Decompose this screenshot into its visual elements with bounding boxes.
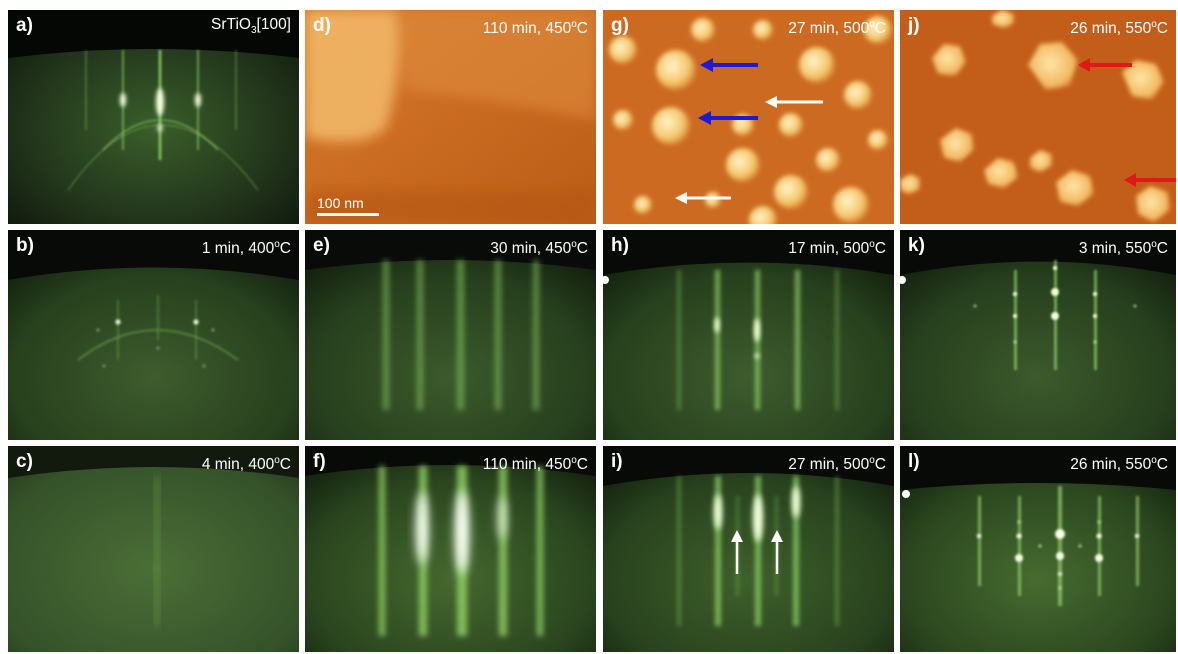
panel-b: b) 1 min, 400oC [8,230,299,440]
condition-label: 3 min, 550oC [1078,239,1168,257]
panel-f: f) 110 min, 450oC [305,446,596,652]
rheed-pattern-f [305,446,596,652]
material-label: SrTiO3[100] [211,16,291,36]
condition-label: 4 min, 400oC [201,455,291,473]
rheed-pattern-k [900,230,1176,440]
panel-label: h) [611,235,629,256]
condition-label: 30 min, 450oC [490,239,588,257]
condition-label: 26 min, 550oC [1070,455,1168,473]
afm-image-d [305,10,596,224]
panel-k: k) 3 min, 550oC [900,230,1176,440]
rheed-pattern-l [900,446,1176,652]
condition-label: 27 min, 500oC [788,19,886,37]
panel-label: g) [611,15,629,36]
condition-label: 1 min, 400oC [201,239,291,257]
panel-i: i) 27 min, 500oC [603,446,894,652]
panel-d: d) 110 min, 450oC 100 nm [305,10,596,224]
panel-a: a) SrTiO3[100] [8,10,299,224]
panel-label: i) [611,451,623,472]
rheed-pattern-i [603,446,894,652]
panel-l: l) 26 min, 550oC [900,446,1176,652]
arrows-g [675,58,823,204]
arrows-j [1078,58,1176,187]
panel-label: d) [313,15,331,36]
condition-label: 17 min, 500oC [788,239,886,257]
arrows-i [731,530,783,574]
panel-label: l) [908,451,920,472]
afm-image-g [603,10,894,224]
panel-e: e) 30 min, 450oC [305,230,596,440]
scale-bar: 100 nm [317,195,379,216]
panel-j: j) 26 min, 550oC [900,10,1176,224]
afm-image-j [900,10,1176,224]
condition-label: 27 min, 500oC [788,455,886,473]
rheed-pattern-c [8,446,299,652]
panel-label: j) [908,15,920,36]
rheed-pattern-e [305,230,596,440]
condition-label: 26 min, 550oC [1070,19,1168,37]
condition-label: 110 min, 450oC [482,455,588,473]
panel-h: h) 17 min, 500oC [603,230,894,440]
panel-label: b) [16,235,34,256]
rheed-pattern-a [8,10,299,224]
panel-label: a) [16,15,33,36]
panel-label: e) [313,235,330,256]
rheed-pattern-b [8,230,299,440]
rheed-pattern-h [603,230,894,440]
panel-label: c) [16,451,33,472]
panel-c: c) 4 min, 400oC [8,446,299,652]
panel-label: k) [908,235,925,256]
panel-label: f) [313,451,326,472]
panel-g: g) 27 min, 500oC [603,10,894,224]
condition-label: 110 min, 450oC [482,19,588,37]
